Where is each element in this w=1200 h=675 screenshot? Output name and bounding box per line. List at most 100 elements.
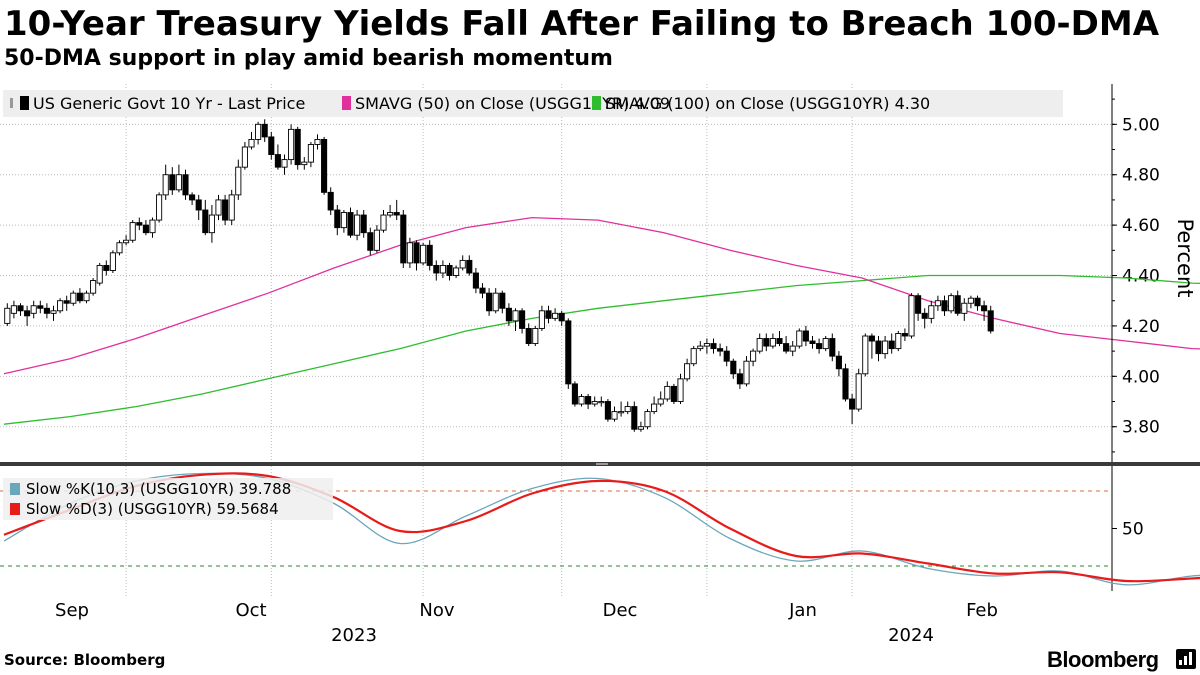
candle-body (776, 338, 783, 345)
candle-body (888, 340, 895, 350)
source-note: Source: Bloomberg (4, 651, 166, 669)
candle-body (235, 166, 242, 196)
candle-body (222, 199, 229, 221)
x-year-label: 2023 (331, 625, 377, 646)
legend-swatch (342, 96, 351, 110)
price-tick-label: 3.80 (1122, 418, 1160, 438)
candle-body (301, 161, 308, 166)
candle-body (321, 138, 328, 193)
candle-body (96, 264, 103, 284)
x-month-label: Nov (419, 600, 454, 621)
x-month-label: Feb (966, 600, 998, 621)
stoch-tick-label: 50 (1122, 520, 1144, 540)
candle-body (835, 355, 842, 370)
candle-body (261, 123, 268, 138)
candle-body (934, 300, 941, 307)
candle-body (882, 340, 889, 355)
price-legend-box (3, 90, 1063, 117)
x-month-label: Dec (603, 600, 638, 621)
candle-body (895, 333, 902, 350)
candle-body (915, 295, 922, 314)
sma100-line (3, 274, 1200, 425)
candle-body (954, 295, 961, 314)
candle-body (241, 146, 248, 168)
legend-swatch (20, 96, 29, 110)
candle-body (136, 222, 143, 226)
legend-handle-icon (10, 98, 13, 108)
candle-body (24, 310, 31, 317)
candle-body (17, 305, 24, 312)
candle-body (70, 292, 77, 304)
candle-body (855, 373, 862, 410)
candle-body (486, 292, 493, 312)
candle-body (367, 232, 374, 251)
candle-body (552, 312, 559, 319)
candle-body (334, 209, 341, 229)
candle-body (426, 244, 433, 266)
candle-body (505, 307, 512, 322)
candle-body (255, 123, 262, 140)
candle-body (519, 310, 526, 329)
candle-body (651, 403, 658, 413)
candle-body (406, 242, 413, 264)
candle-body (109, 252, 116, 271)
candle-body (340, 212, 347, 229)
candle-body (380, 214, 387, 231)
chart-title: 10-Year Treasury Yields Fall After Faili… (4, 4, 1160, 44)
x-month-label: Jan (788, 600, 817, 621)
candle-body (37, 305, 44, 309)
candle-body (822, 338, 829, 350)
candle-body (585, 396, 592, 405)
candle-body (796, 330, 803, 347)
candle-body (453, 267, 460, 276)
candle-body (439, 264, 446, 274)
bloomberg-terminal-icon (1176, 649, 1196, 669)
candle-body (90, 280, 97, 294)
price-tick-label: 4.40 (1122, 267, 1160, 287)
candle-body (208, 214, 215, 234)
candle-body (690, 348, 697, 365)
candle-body (30, 305, 37, 314)
candle-body (921, 312, 928, 319)
candle-body (268, 136, 275, 156)
candle-body (908, 295, 915, 337)
candle-body (175, 174, 182, 191)
stoch-legend-box (3, 478, 333, 520)
candle-body (644, 411, 651, 428)
candle-body (538, 310, 545, 329)
candle-body (967, 297, 974, 304)
candle-body (123, 239, 130, 244)
candle-body (373, 229, 380, 251)
candle-body (809, 340, 816, 345)
candle-body (228, 194, 235, 221)
candle-body (169, 174, 176, 191)
x-month-label: Oct (235, 600, 266, 621)
candle-body (83, 292, 90, 302)
x-month-label: Sep (55, 600, 89, 621)
candle-body (901, 333, 908, 337)
candle-body (63, 300, 70, 304)
candle-body (294, 128, 301, 166)
candle-body (769, 338, 776, 347)
candle-body (400, 214, 407, 264)
candle-body (697, 345, 704, 350)
candle-body (76, 292, 83, 302)
legend-swatch (592, 96, 601, 110)
candle-body (202, 209, 209, 234)
candle-body (347, 212, 354, 236)
candle-body (288, 128, 295, 161)
candle-body (459, 259, 466, 269)
candle-body (987, 310, 994, 332)
candle-body (360, 214, 367, 234)
candle-body (591, 401, 598, 405)
candle-body (4, 307, 11, 324)
candle-body (664, 385, 671, 400)
candle-body (466, 259, 473, 274)
price-legend-entry: SMAVG (100) on Close (USGG10YR) 4.30 (605, 94, 930, 113)
candle-body (387, 212, 394, 216)
candle-body (314, 138, 321, 145)
candle-body (129, 222, 136, 241)
candle-body (618, 411, 625, 414)
candle-body (763, 338, 770, 347)
candle-body (472, 272, 479, 289)
